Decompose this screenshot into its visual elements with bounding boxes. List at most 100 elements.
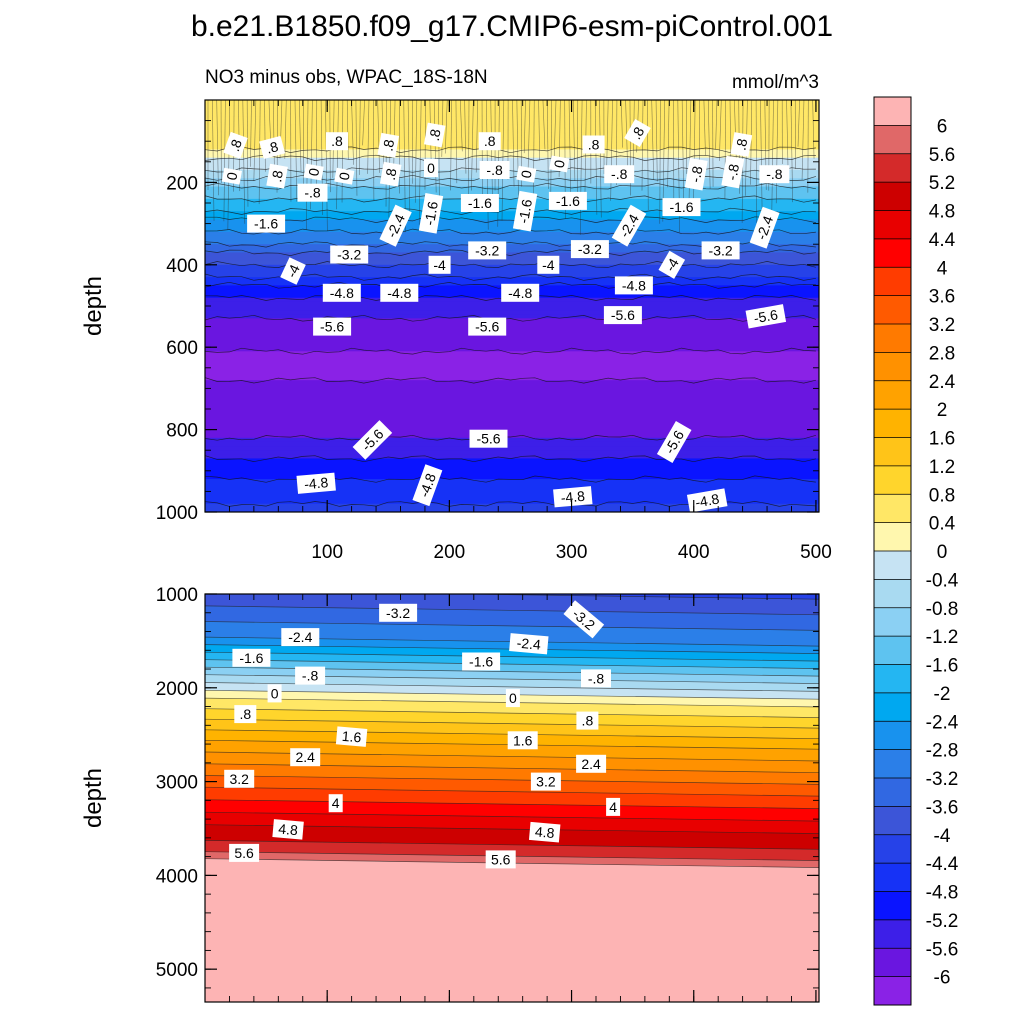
contour-label: -4: [428, 255, 451, 274]
colorbar-swatch: [874, 437, 911, 467]
svg-text:-4: -4: [433, 257, 446, 273]
top-depth-band: [205, 219, 819, 225]
colorbar-swatch: [874, 210, 911, 240]
top-depth-band: [205, 363, 819, 369]
contour-label: -.8: [759, 165, 790, 184]
top-depth-band: [205, 371, 819, 377]
contour-label: 2.4: [576, 754, 607, 773]
contour-label: 0: [267, 684, 282, 703]
top-noise-streak: [475, 100, 478, 173]
contour-label: .8: [234, 705, 257, 724]
y-tick-label: 3000: [156, 773, 198, 794]
top-depth-band: [205, 149, 819, 155]
top-depth-band: [205, 462, 819, 468]
top-depth-band: [205, 454, 819, 460]
contour-label: 0: [221, 167, 242, 185]
top-noise-streak: [693, 100, 696, 211]
svg-text:.8: .8: [268, 169, 286, 183]
top-depth-band: [205, 322, 819, 328]
colorbar-swatch: [874, 579, 911, 609]
top-noise-streak: [246, 100, 249, 207]
colorbar-label: -4: [934, 826, 951, 847]
top-depth-band: [205, 503, 819, 509]
top-noise-streak: [414, 100, 418, 203]
svg-text:-4.8: -4.8: [330, 285, 354, 301]
svg-text:-4.8: -4.8: [303, 474, 329, 492]
top-depth-band: [205, 441, 819, 447]
top-depth-band: [205, 429, 819, 435]
svg-text:0: 0: [427, 160, 435, 176]
top-noise-streak: [599, 100, 602, 218]
colorbar-swatch: [874, 494, 911, 524]
colorbar-swatch: [874, 976, 911, 1006]
svg-text:.8: .8: [331, 133, 343, 149]
colorbar-swatch: [874, 551, 911, 580]
svg-text:0: 0: [223, 171, 240, 182]
top-depth-band: [205, 273, 819, 278]
bottom-contour-band: [205, 858, 819, 1002]
colorbar-label: -5.2: [926, 911, 959, 932]
top-noise-streak: [284, 100, 287, 159]
contour-label: .8: [326, 132, 348, 151]
top-depth-band: [205, 223, 819, 229]
svg-text:-2.4: -2.4: [288, 629, 312, 645]
top-depth-band: [205, 100, 819, 105]
top-noise-streak: [523, 100, 526, 154]
top-depth-band: [205, 104, 819, 109]
contour-label: -4.8: [553, 486, 593, 508]
svg-text:-5.6: -5.6: [475, 319, 499, 335]
colorbar-swatch: [874, 664, 911, 694]
top-contour-labels: .8 .8 .8 .8 .8 .8 .8 .8 .8 0 .8 0 0 .8 0 -.8 0 0 -.8 -.8 -.8…: [221, 118, 790, 513]
colorbar-label: 3.6: [929, 287, 955, 308]
colorbar-label: -2: [934, 684, 951, 705]
colorbar-swatch: [874, 324, 911, 353]
svg-text:.8: .8: [484, 133, 496, 149]
top-depth-band: [205, 124, 819, 130]
top-depth-band: [205, 466, 819, 472]
top-depth-band: [205, 203, 819, 208]
svg-text:-.8: -.8: [611, 166, 628, 182]
colorbar-label: 4.8: [929, 202, 955, 223]
x-tick-label: 100: [311, 542, 343, 563]
top-depth-band: [205, 404, 819, 410]
contour-label: 0: [505, 689, 520, 708]
colorbar-swatch: [874, 919, 911, 949]
top-noise-streak: [579, 100, 583, 235]
contour-label: -4.8: [614, 276, 653, 295]
bottom-ticks: 1000 2000 3000 4000 5000: [156, 585, 819, 1002]
top-depth-band: [205, 351, 819, 357]
colorbar-swatch: [874, 267, 911, 297]
colorbar-label: -0.8: [926, 599, 959, 620]
svg-text:0: 0: [509, 690, 517, 706]
top-noise-streak: [460, 100, 463, 152]
svg-text:-1.6: -1.6: [254, 216, 278, 232]
top-noise-streak: [516, 100, 520, 214]
colorbar-label: -4.4: [926, 854, 959, 875]
contour-label: .8: [259, 135, 286, 159]
top-contour-line: [205, 347, 816, 355]
top-depth-band: [205, 231, 819, 237]
top-noise-streak: [341, 100, 344, 203]
top-noise-streak: [355, 100, 358, 196]
colorbar-swatch: [874, 182, 911, 212]
svg-text:5.6: 5.6: [491, 851, 511, 867]
svg-text:-4.8: -4.8: [560, 488, 586, 506]
contour-label: -4.8: [412, 464, 443, 507]
contour-label: -3.2: [330, 245, 369, 264]
svg-text:0: 0: [551, 158, 568, 169]
top-noise-streak: [667, 100, 670, 188]
svg-text:-4.8: -4.8: [622, 277, 646, 293]
top-depth-band: [205, 165, 819, 171]
top-depth-band: [205, 306, 819, 311]
colorbar-label: 5.6: [929, 145, 955, 166]
top-noise-streak: [527, 100, 531, 178]
contour-label: .8: [423, 122, 446, 148]
top-noise-streak: [418, 100, 422, 225]
top-contour-fill: [205, 100, 819, 512]
svg-text:-2.4: -2.4: [516, 635, 542, 653]
top-noise-streak: [641, 100, 644, 191]
top-depth-band: [205, 400, 819, 406]
y-tick-label: 1000: [156, 503, 198, 524]
x-tick-label: 500: [800, 542, 832, 563]
